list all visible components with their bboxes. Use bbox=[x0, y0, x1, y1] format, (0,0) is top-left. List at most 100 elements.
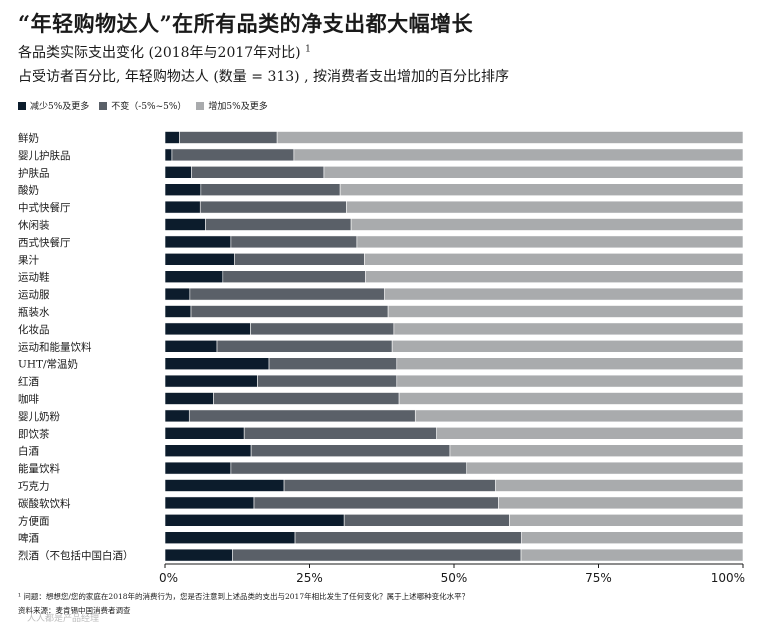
bar-segment-increase bbox=[350, 218, 744, 231]
bar-segment-decrease bbox=[164, 444, 252, 458]
category-label: 巧克力 bbox=[18, 480, 50, 493]
category-label: 休闲装 bbox=[18, 219, 50, 232]
bar-segment-unchanged bbox=[216, 339, 393, 353]
category-label: 酸奶 bbox=[18, 184, 39, 197]
bar-segment-decrease bbox=[164, 183, 202, 196]
legend-swatch-decrease bbox=[18, 101, 26, 110]
category-label: 中式快餐厅 bbox=[18, 201, 71, 214]
bar-segment-unchanged bbox=[234, 253, 365, 266]
bar-segment-unchanged bbox=[257, 374, 398, 388]
x-tick-label: 0% bbox=[159, 571, 178, 585]
bar-segment-increase bbox=[276, 131, 744, 144]
legend-item-unchanged: 不变（-5%~5%） bbox=[99, 99, 186, 112]
bar-segment-unchanged bbox=[189, 287, 385, 301]
bar-segment-unchanged bbox=[213, 392, 400, 405]
category-label: 运动服 bbox=[18, 289, 50, 301]
bar-segment-decrease bbox=[164, 235, 232, 249]
bar-segment-decrease bbox=[164, 148, 173, 162]
x-tick-label: 75% bbox=[585, 571, 612, 585]
x-tick-label: 25% bbox=[296, 571, 323, 585]
bar-segment-unchanged bbox=[294, 531, 522, 545]
category-label: UHT/常温奶 bbox=[18, 358, 78, 371]
chart-legend: 减少5%及更多 不变（-5%~5%） 增加5%及更多 bbox=[18, 99, 268, 112]
category-label: 鲜奶 bbox=[18, 132, 39, 145]
bar-segment-unchanged bbox=[230, 235, 358, 249]
bar-segment-increase bbox=[391, 339, 744, 353]
bar-segment-unchanged bbox=[243, 426, 437, 440]
bar-segment-decrease bbox=[164, 548, 233, 562]
bar-segment-decrease bbox=[164, 392, 214, 405]
bar-segment-decrease bbox=[164, 531, 296, 545]
x-tick-label: 100% bbox=[711, 571, 745, 585]
bar-segment-unchanged bbox=[205, 218, 352, 231]
bar-segment-unchanged bbox=[188, 409, 416, 423]
bar-segment-unchanged bbox=[250, 322, 395, 336]
bar-segment-increase bbox=[339, 183, 744, 196]
bar-segment-increase bbox=[495, 479, 744, 492]
footnote: ¹ 问题：想想您/您的家庭在2018年的消费行为，您是否注意到上述品类的支出与2… bbox=[18, 592, 470, 601]
category-label: 婴儿奶粉 bbox=[18, 410, 60, 423]
category-label: 能量饮料 bbox=[18, 462, 60, 475]
bar-segment-unchanged bbox=[179, 131, 278, 144]
bar-segment-increase bbox=[398, 392, 744, 405]
bar-segment-unchanged bbox=[171, 148, 295, 162]
bar-segment-unchanged bbox=[230, 461, 468, 475]
bar-segment-increase bbox=[414, 409, 744, 423]
bar-segment-increase bbox=[396, 357, 744, 371]
bar-segment-unchanged bbox=[199, 200, 347, 214]
bar-segment-decrease bbox=[164, 200, 201, 214]
legend-swatch-increase bbox=[196, 101, 205, 110]
bar-segment-increase bbox=[384, 287, 744, 301]
x-tick-label: 50% bbox=[441, 571, 468, 585]
chart-note: 占受访者百分比, 年轻购物达人 (数量 = 313) , 按消费者支出增加的百分… bbox=[18, 69, 509, 85]
bar-segment-increase bbox=[466, 461, 744, 475]
category-label: 即饮茶 bbox=[18, 427, 50, 440]
bar-segment-decrease bbox=[164, 374, 258, 388]
bar-segment-decrease bbox=[164, 426, 245, 440]
legend-swatch-unchanged bbox=[99, 101, 108, 110]
bar-segment-decrease bbox=[164, 461, 232, 475]
legend-item-increase: 增加5%及更多 bbox=[196, 99, 268, 112]
category-label: 瓶装水 bbox=[18, 306, 50, 319]
bar-segment-increase bbox=[498, 496, 744, 510]
bar-segment-unchanged bbox=[283, 479, 496, 492]
bar-segment-unchanged bbox=[190, 305, 389, 318]
category-label: 碳酸软饮料 bbox=[18, 497, 71, 510]
category-label: 白酒 bbox=[18, 445, 39, 458]
bar-segment-unchanged bbox=[232, 548, 522, 562]
bar-segment-increase bbox=[365, 270, 744, 284]
category-label: 啤酒 bbox=[18, 532, 39, 545]
bar-segment-unchanged bbox=[222, 270, 366, 284]
bar-segment-increase bbox=[387, 305, 744, 318]
bar-segment-decrease bbox=[164, 322, 251, 336]
bar-segment-unchanged bbox=[343, 513, 510, 527]
bar-segment-unchanged bbox=[253, 496, 499, 510]
bar-segment-unchanged bbox=[268, 357, 398, 371]
bar-segment-increase bbox=[449, 444, 744, 458]
bar-segment-decrease bbox=[164, 287, 191, 301]
bar-segment-increase bbox=[521, 531, 744, 545]
category-label: 化妆品 bbox=[18, 323, 50, 336]
bar-segment-decrease bbox=[164, 479, 285, 492]
bar-segment-increase bbox=[323, 166, 744, 179]
bar-segment-unchanged bbox=[200, 183, 341, 196]
bar-segment-decrease bbox=[164, 166, 192, 179]
category-label: 方便面 bbox=[18, 514, 50, 527]
category-label: 西式快餐厅 bbox=[18, 236, 71, 249]
bar-segment-increase bbox=[346, 200, 744, 214]
bar-segment-decrease bbox=[164, 253, 235, 266]
category-label: 咖啡 bbox=[18, 394, 39, 406]
bar-segment-increase bbox=[436, 426, 744, 440]
bar-segment-increase bbox=[356, 235, 744, 249]
legend-label-increase: 增加5%及更多 bbox=[208, 102, 268, 112]
bar-segment-increase bbox=[396, 374, 744, 388]
bar-segment-decrease bbox=[164, 218, 206, 231]
bar-segment-decrease bbox=[164, 409, 190, 423]
bar-segment-unchanged bbox=[250, 444, 451, 458]
category-label: 运动鞋 bbox=[18, 271, 50, 284]
bar-segment-decrease bbox=[164, 357, 270, 371]
subtitle-footnote-mark: 1 bbox=[305, 44, 311, 55]
category-label: 果汁 bbox=[18, 253, 39, 266]
category-label: 红酒 bbox=[18, 375, 39, 388]
